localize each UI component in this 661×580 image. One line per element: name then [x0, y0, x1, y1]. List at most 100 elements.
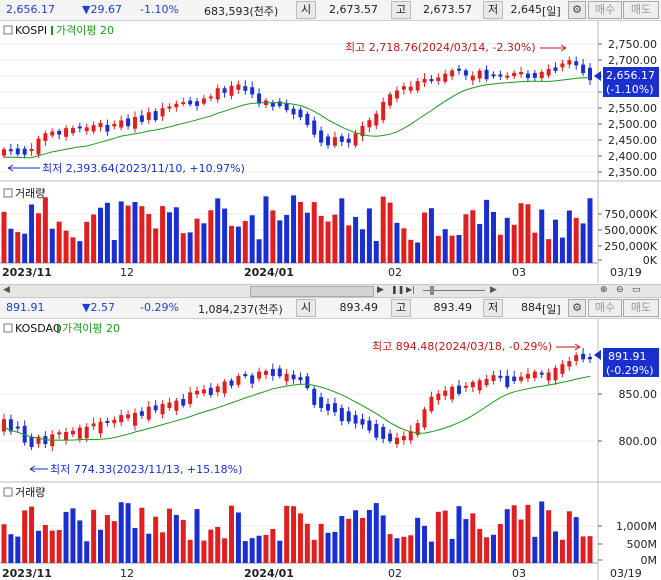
sell-button[interactable]: 매도 — [623, 1, 659, 19]
candle-body — [174, 103, 179, 108]
candle-body — [505, 375, 510, 388]
candle-body — [77, 427, 82, 439]
buy-button[interactable]: 매수 — [588, 1, 622, 19]
x-tick-label: 02 — [388, 567, 402, 580]
step-icon[interactable]: ▶| — [406, 285, 415, 294]
zoom-slider[interactable] — [423, 290, 485, 291]
expand-icon[interactable] — [3, 25, 13, 35]
y-tick-label: 2,400.00 — [608, 150, 657, 163]
candle-body — [139, 411, 144, 416]
volume-bar — [77, 520, 83, 563]
low-label: 저 — [483, 1, 503, 19]
candle-body — [574, 61, 579, 66]
fit-icon[interactable]: ▭ — [632, 285, 641, 295]
volume-bar — [77, 241, 83, 263]
volume-bar — [160, 532, 166, 563]
candle-body — [484, 378, 489, 386]
volume-bar — [118, 502, 124, 563]
y-tick-label: 2,500.00 — [608, 118, 657, 131]
candle-body — [15, 426, 20, 429]
candle-body — [22, 425, 27, 443]
kosdaq-price-tag-pct: (-0.29%) — [606, 364, 654, 377]
pause-icon[interactable]: ❚❚ — [391, 285, 405, 294]
volume-bar — [304, 523, 310, 563]
volume-bar — [263, 534, 269, 563]
volume-bar — [256, 239, 262, 263]
volume-bar — [346, 225, 352, 263]
play-icon[interactable]: ▶ — [377, 285, 384, 295]
kospi-min-note: 최저 2,393.64(2023/11/10, +10.97%) — [42, 162, 245, 175]
volume-bar — [559, 237, 565, 263]
expand-icon[interactable] — [3, 188, 13, 198]
period-selector[interactable]: [일] — [542, 5, 561, 18]
scroll-right-icon[interactable]: ▶ — [490, 285, 497, 295]
volume-bar — [428, 208, 434, 263]
kosdaq-chart[interactable]: KOSDAQ 가격이평 20 최고 894.48(2024/03/18, -0.… — [0, 319, 661, 580]
volume-bar — [497, 234, 503, 263]
volume-bar — [394, 222, 400, 263]
volume-bar — [380, 196, 386, 263]
x-tick-label: 12 — [120, 567, 134, 580]
x-tick-label: 2023/11 — [2, 266, 52, 279]
volume-bar — [401, 228, 407, 263]
zoom-in-icon[interactable]: ⊕ — [600, 285, 608, 295]
volume-bar — [153, 516, 159, 563]
candle-body — [546, 372, 551, 381]
volume-bar — [91, 214, 97, 263]
y-tick-label: 250,000K — [604, 240, 657, 253]
volume-bar — [359, 229, 365, 263]
scroll-left-icon[interactable]: ◀ — [3, 285, 10, 295]
max-arrow-head — [560, 44, 567, 52]
candle-body — [167, 106, 172, 109]
kosdaq-change: ▼2.57 — [82, 301, 115, 314]
candle-body — [394, 90, 399, 99]
gear-icon[interactable]: ⚙ — [568, 299, 586, 317]
buy-button[interactable]: 매수 — [588, 299, 622, 317]
volume-bar — [311, 539, 317, 563]
volume-bar — [580, 223, 586, 263]
candle-body — [84, 426, 89, 439]
volume-bar — [332, 214, 338, 263]
volume-bar — [408, 535, 414, 563]
candle-body — [415, 423, 420, 435]
scroll-thumb[interactable] — [250, 286, 374, 297]
x-tick-label: 2024/01 — [244, 266, 294, 279]
candle-body — [284, 373, 289, 382]
volume-bar — [104, 202, 110, 263]
gear-icon[interactable]: ⚙ — [568, 1, 586, 19]
volume-bar — [304, 212, 310, 263]
volume-bar — [15, 232, 21, 263]
candle-body — [581, 353, 586, 360]
candle-body — [181, 102, 186, 105]
candle-body — [505, 75, 510, 78]
sell-button[interactable]: 매도 — [623, 299, 659, 317]
candle-body — [195, 390, 200, 395]
volume-bar — [222, 208, 228, 263]
zoom-slider-handle[interactable] — [430, 286, 434, 295]
x-tick-label: 02 — [388, 266, 402, 279]
scrollbar[interactable]: ◀ ▶ ❚❚ ▶| ▶ ⊕ ⊖ ▭ — [0, 284, 661, 298]
volume-bar — [35, 213, 41, 263]
candle-body — [208, 96, 213, 99]
high-label: 고 — [391, 299, 411, 317]
zoom-out-icon[interactable]: ⊖ — [616, 285, 624, 295]
period-selector[interactable]: [일] — [542, 303, 561, 316]
candle-body — [98, 123, 103, 127]
candle-body — [229, 85, 234, 96]
candle-body — [215, 88, 220, 100]
candle-body — [532, 73, 537, 78]
kospi-volume: 683,593(천주) — [204, 5, 279, 18]
kospi-chart[interactable]: KOSPI 가격이평 20 최고 2,718.76(2024/03/14, -2… — [0, 21, 661, 283]
expand-icon[interactable] — [3, 487, 13, 497]
volume-bar — [449, 538, 455, 563]
volume-bar — [442, 510, 448, 563]
candle-body — [381, 101, 386, 121]
candle-body — [374, 424, 379, 438]
expand-icon[interactable] — [3, 323, 13, 333]
open-label: 시 — [296, 1, 316, 19]
candle-body — [491, 74, 496, 77]
volume-bar — [573, 517, 579, 563]
candle-body — [401, 86, 406, 90]
candle-body — [463, 70, 468, 76]
candle-body — [146, 112, 151, 120]
